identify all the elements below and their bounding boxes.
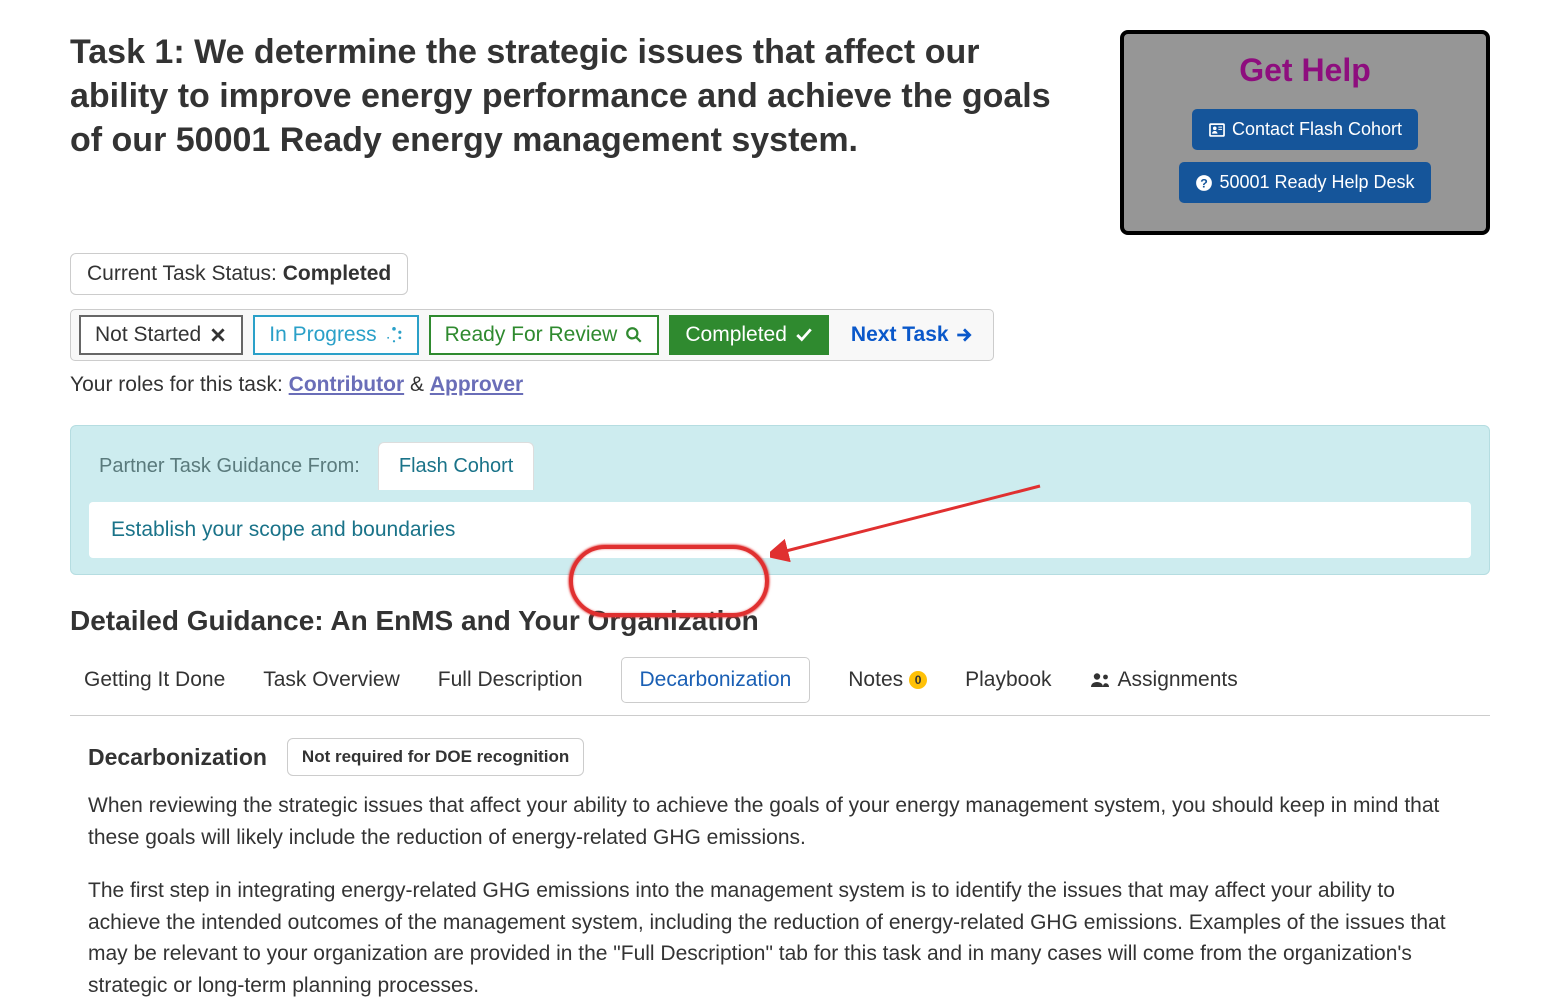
progress-dots-icon <box>385 326 403 344</box>
roles-separator: & <box>404 373 430 396</box>
decarbonization-content: Decarbonization Not required for DOE rec… <box>70 716 1490 1001</box>
tab-full-description[interactable]: Full Description <box>438 668 583 692</box>
help-desk-button[interactable]: ? 50001 Ready Help Desk <box>1179 162 1430 203</box>
magnify-icon <box>625 326 643 344</box>
question-circle-icon: ? <box>1195 174 1213 192</box>
status-completed-label: Completed <box>685 323 787 347</box>
section-paragraph-2: The first step in integrating energy-rel… <box>88 875 1472 1001</box>
section-paragraph-1: When reviewing the strategic issues that… <box>88 790 1472 853</box>
contact-card-icon <box>1208 121 1226 139</box>
role-approver-link[interactable]: Approver <box>430 373 523 396</box>
tab-notes-label: Notes <box>848 668 903 692</box>
help-heading: Get Help <box>1149 52 1461 89</box>
partner-tab-flash-cohort[interactable]: Flash Cohort <box>378 442 535 490</box>
role-contributor-link[interactable]: Contributor <box>289 373 404 396</box>
next-task-link[interactable]: Next Task <box>839 317 985 353</box>
contact-cohort-label: Contact Flash Cohort <box>1232 119 1402 140</box>
requirement-pill: Not required for DOE recognition <box>287 738 584 776</box>
tab-playbook[interactable]: Playbook <box>965 668 1051 692</box>
tab-task-overview[interactable]: Task Overview <box>263 668 400 692</box>
tab-assignments[interactable]: Assignments <box>1090 668 1238 692</box>
partner-guidance-label: Partner Task Guidance From: <box>89 455 360 478</box>
svg-text:?: ? <box>1201 176 1209 190</box>
tab-notes[interactable]: Notes 0 <box>848 668 927 692</box>
help-desk-label: 50001 Ready Help Desk <box>1219 172 1414 193</box>
status-prefix: Current Task Status: <box>87 262 283 285</box>
arrow-right-icon <box>955 326 973 344</box>
page-title: Task 1: We determine the strategic issue… <box>70 30 1080 163</box>
roles-prefix: Your roles for this task: <box>70 373 289 396</box>
current-status-pill: Current Task Status: Completed <box>70 253 408 295</box>
status-not-started-button[interactable]: Not Started <box>79 315 243 355</box>
status-value: Completed <box>283 262 392 285</box>
status-not-started-label: Not Started <box>95 323 201 347</box>
detailed-guidance-title: Detailed Guidance: An EnMS and Your Orga… <box>70 605 1490 637</box>
partner-guidance-content: Establish your scope and boundaries <box>89 502 1471 558</box>
status-ready-review-button[interactable]: Ready For Review <box>429 315 660 355</box>
x-icon <box>209 326 227 344</box>
check-icon <box>795 326 813 344</box>
status-ready-review-label: Ready For Review <box>445 323 618 347</box>
section-heading: Decarbonization <box>88 744 267 771</box>
roles-line: Your roles for this task: Contributor & … <box>70 373 1490 397</box>
status-button-row: Not Started In Progress Ready For Review… <box>70 309 994 361</box>
partner-guidance-box: Partner Task Guidance From: Flash Cohort… <box>70 425 1490 575</box>
contact-cohort-button[interactable]: Contact Flash Cohort <box>1192 109 1418 150</box>
next-task-label: Next Task <box>851 323 949 347</box>
status-completed-button[interactable]: Completed <box>669 315 829 355</box>
guidance-tabs-row: Getting It Done Task Overview Full Descr… <box>70 647 1490 716</box>
notes-count-badge: 0 <box>909 671 927 689</box>
people-icon <box>1090 670 1112 690</box>
help-panel: Get Help Contact Flash Cohort ? 50001 Re… <box>1120 30 1490 235</box>
tab-assignments-label: Assignments <box>1118 668 1238 692</box>
tab-decarbonization[interactable]: Decarbonization <box>621 657 811 703</box>
status-in-progress-label: In Progress <box>269 323 376 347</box>
status-in-progress-button[interactable]: In Progress <box>253 315 418 355</box>
tab-getting-it-done[interactable]: Getting It Done <box>84 668 225 692</box>
